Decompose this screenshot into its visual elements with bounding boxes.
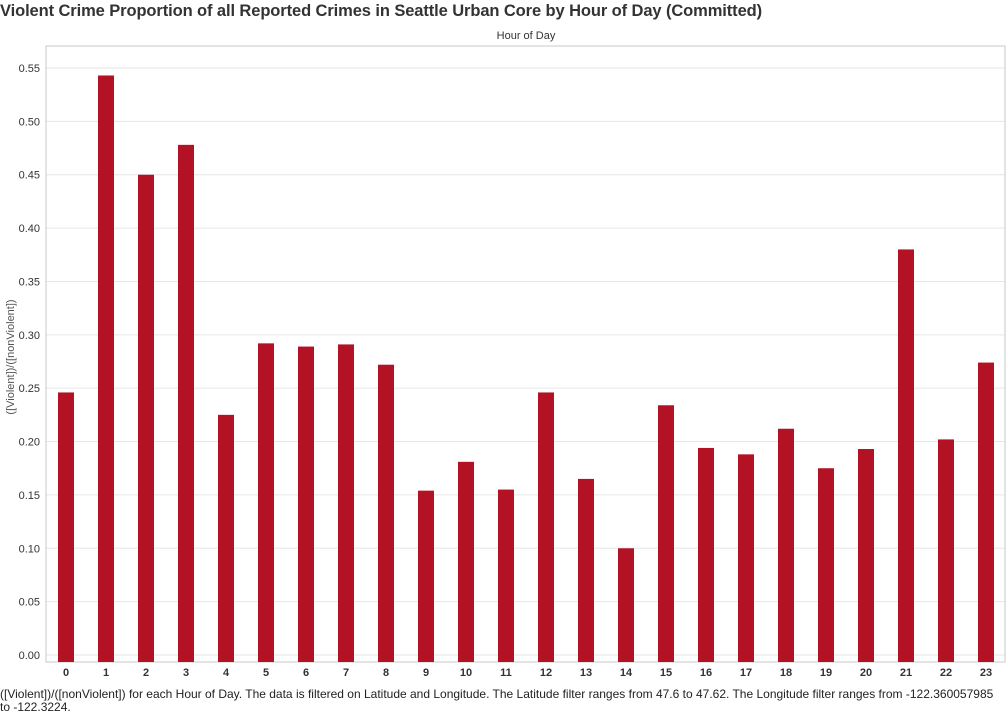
x-tick-label: 11: [500, 667, 512, 679]
bar-2: [138, 174, 154, 662]
bar-13: [578, 478, 594, 662]
bars: [58, 75, 994, 663]
bar-20: [858, 449, 874, 662]
x-tick-label: 21: [900, 667, 912, 679]
y-tick-label: 0.25: [19, 383, 40, 395]
gridlines: [46, 67, 1005, 656]
plot-frame: [45, 45, 1006, 663]
x-tick-label: 4: [223, 667, 230, 679]
bar-6: [298, 346, 314, 662]
x-tick-label: 9: [423, 667, 429, 679]
x-tick-label: 12: [540, 667, 552, 679]
y-tick-label: 0.15: [19, 490, 40, 502]
x-axis-label: Hour of Day: [497, 30, 556, 42]
bar-17: [738, 454, 754, 662]
x-tick-label: 16: [700, 667, 712, 679]
bar-7: [338, 344, 354, 662]
x-tick-label: 22: [940, 667, 952, 679]
x-tick-label: 13: [580, 667, 592, 679]
x-tick-label: 17: [740, 667, 752, 679]
y-tick-label: 0.40: [19, 223, 40, 235]
bar-11: [498, 489, 514, 662]
y-tick-label: 0.20: [19, 437, 40, 449]
bar-23: [978, 362, 994, 662]
chart-title: Violent Crime Proportion of all Reported…: [0, 2, 763, 20]
x-tick-label: 1: [103, 667, 109, 679]
x-tick-label: 5: [263, 667, 269, 679]
bar-5: [258, 343, 274, 662]
x-tick-label: 15: [660, 667, 672, 679]
bar-19: [818, 468, 834, 662]
y-tick-label: 0.10: [19, 543, 40, 555]
bar-0: [58, 392, 74, 662]
bar-16: [698, 447, 714, 662]
bar-10: [458, 461, 474, 662]
bar-15: [658, 405, 674, 662]
y-tick-label: 0.05: [19, 597, 40, 609]
x-tick-label: 10: [460, 667, 472, 679]
x-tick-label: 19: [820, 667, 832, 679]
y-tick-labels: 0.00 0.05 0.10 0.15 0.20 0.25 0.30 0.35 0.40 0.45…: [19, 63, 40, 662]
bar-12: [538, 392, 554, 662]
chart-caption: ([Violent])/([nonViolent]) for each Hour…: [0, 687, 994, 714]
x-tick-label: 20: [860, 667, 872, 679]
bar-4: [218, 414, 234, 662]
x-tick-label: 3: [183, 667, 189, 679]
x-tick-labels: 0 1 2 3 4 5 6 7 8 9 10 11 12 13 14 15 16 17 18 19 20 21 22 23: [63, 667, 992, 679]
x-tick-label: 7: [343, 667, 349, 679]
y-tick-label: 0.45: [19, 170, 40, 182]
y-axis-label: ([Violent])/([nonViolent]): [5, 299, 17, 414]
bar-22: [938, 439, 954, 662]
x-tick-label: 2: [143, 667, 149, 679]
bar-21: [898, 249, 914, 662]
x-tick-label: 0: [63, 667, 69, 679]
x-tick-label: 14: [620, 667, 633, 679]
y-tick-label: 0.50: [19, 116, 40, 128]
bar-1: [98, 75, 114, 663]
bar-3: [178, 144, 194, 663]
bar-18: [778, 428, 794, 662]
y-tick-label: 0.00: [19, 650, 40, 662]
bar-14: [618, 548, 634, 662]
x-tick-label: 18: [780, 667, 792, 679]
y-tick-label: 0.35: [19, 276, 40, 288]
bar-8: [378, 364, 394, 662]
bar-9: [418, 490, 434, 662]
y-tick-label: 0.30: [19, 330, 40, 342]
y-tick-label: 0.55: [19, 63, 40, 75]
plot-border: [45, 45, 1006, 663]
x-tick-label: 23: [980, 667, 992, 679]
x-tick-label: 6: [303, 667, 309, 679]
x-tick-label: 8: [383, 667, 389, 679]
